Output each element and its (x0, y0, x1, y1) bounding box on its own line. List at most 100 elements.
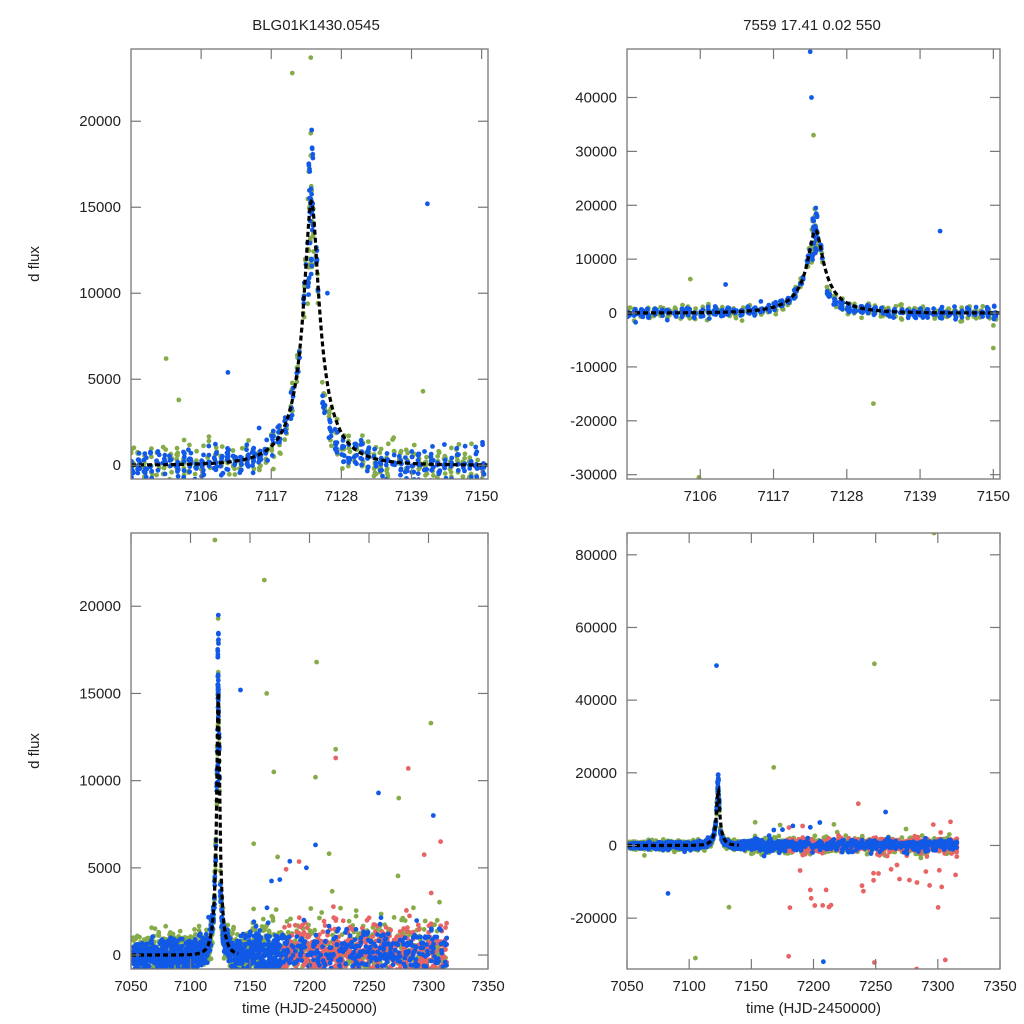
data-point-blue (299, 936, 304, 941)
data-point-blue (325, 929, 331, 934)
data-point-green (398, 448, 404, 454)
panel-top-left: 7106 7117 7128 7139 715005000100001500020000… (26, 48, 498, 505)
data-point-blue (680, 307, 686, 312)
data-point-blue (179, 936, 185, 942)
data-point-blue (377, 921, 383, 927)
data-point-blue (285, 949, 291, 955)
data-point-green (247, 970, 252, 975)
data-point-red (395, 982, 400, 987)
data-point-blue (375, 963, 380, 969)
data-point-blue (309, 145, 315, 151)
data-point-green (192, 970, 197, 975)
data-point-red (368, 972, 373, 977)
data-point-red (416, 927, 422, 932)
data-point-blue (320, 399, 326, 405)
data-point-green (475, 457, 481, 463)
data-point-blue (436, 958, 441, 963)
data-point-green (344, 976, 349, 981)
data-point-red (435, 972, 440, 977)
data-point-red (434, 970, 439, 975)
data-point-blue (337, 963, 342, 968)
data-point-green (266, 928, 272, 934)
data-point-blue (791, 287, 797, 293)
data-point-blue (404, 476, 409, 479)
data-point-blue (269, 453, 275, 458)
data-point-green (424, 972, 429, 977)
data-point-blue (225, 370, 231, 375)
data-point-blue (261, 942, 267, 947)
plot-frame (130, 48, 489, 480)
data-point-blue (376, 938, 382, 944)
data-point-red (287, 970, 292, 975)
data-point-blue (309, 127, 315, 133)
data-point-red (423, 970, 428, 975)
data-point-blue (187, 938, 193, 944)
data-point-green (264, 691, 270, 696)
data-point-blue (341, 459, 347, 464)
data-point-blue (397, 954, 403, 959)
data-point-green (469, 441, 474, 447)
data-point-blue (292, 948, 298, 954)
data-point-blue (424, 942, 429, 947)
data-point-blue (338, 957, 344, 963)
data-point-green (343, 972, 348, 977)
data-point-blue (444, 941, 449, 947)
data-point-green (272, 973, 277, 978)
data-point-blue (352, 937, 358, 942)
data-point-green (680, 302, 685, 308)
data-point-blue (428, 451, 434, 457)
data-point-green (773, 311, 779, 317)
data-point-green (329, 979, 334, 984)
data-point-green (277, 977, 282, 982)
data-point-blue (379, 467, 384, 473)
data-point-green (151, 974, 156, 979)
data-point-green (180, 971, 185, 976)
data-point-blue (154, 458, 160, 464)
data-point-green (333, 746, 339, 752)
data-point-green (261, 577, 267, 583)
data-point-blue (161, 456, 167, 462)
data-point-green (193, 970, 198, 975)
data-point-blue (201, 452, 206, 458)
data-point-blue (384, 451, 390, 456)
data-point-blue (341, 985, 346, 990)
data-point-blue (207, 947, 213, 953)
data-point-blue (432, 972, 437, 977)
data-point-green (310, 233, 316, 239)
data-point-green (405, 450, 411, 456)
data-point-blue (135, 457, 141, 463)
data-point-blue (269, 878, 274, 884)
data-point-blue (313, 842, 318, 848)
data-point-blue (402, 469, 408, 475)
data-point-green (333, 972, 338, 977)
data-point-green (339, 932, 345, 938)
data-point-red (432, 964, 438, 969)
data-point-green (476, 480, 481, 485)
y-axis-label: d flux (26, 246, 43, 282)
data-point-red (412, 972, 417, 977)
data-point-blue (398, 472, 403, 478)
panel-bottom-left: 7050 7100 7150 7200 7250 7300 7350050001000015… (26, 532, 505, 1017)
data-point-blue (380, 473, 385, 479)
data-point-blue (186, 965, 191, 969)
data-point-green (411, 442, 417, 448)
data-point-blue (334, 942, 340, 947)
data-point-red (392, 970, 397, 975)
data-point-green (329, 888, 335, 894)
data-point-green (259, 924, 265, 929)
data-point-blue (227, 936, 233, 942)
data-point-blue (378, 461, 384, 467)
data-point-red (322, 923, 328, 928)
data-point-green (275, 972, 280, 977)
data-point-blue (396, 950, 402, 955)
data-point-green (449, 445, 454, 451)
data-point-blue (168, 457, 174, 463)
data-point-blue (891, 315, 896, 320)
data-point-green (314, 659, 319, 665)
data-point-blue (181, 454, 187, 460)
data-point-blue (347, 933, 353, 939)
data-point-blue (264, 905, 270, 911)
data-point-green (149, 454, 154, 460)
data-point-blue (439, 950, 445, 956)
y-tick-label: 0 (113, 457, 121, 474)
